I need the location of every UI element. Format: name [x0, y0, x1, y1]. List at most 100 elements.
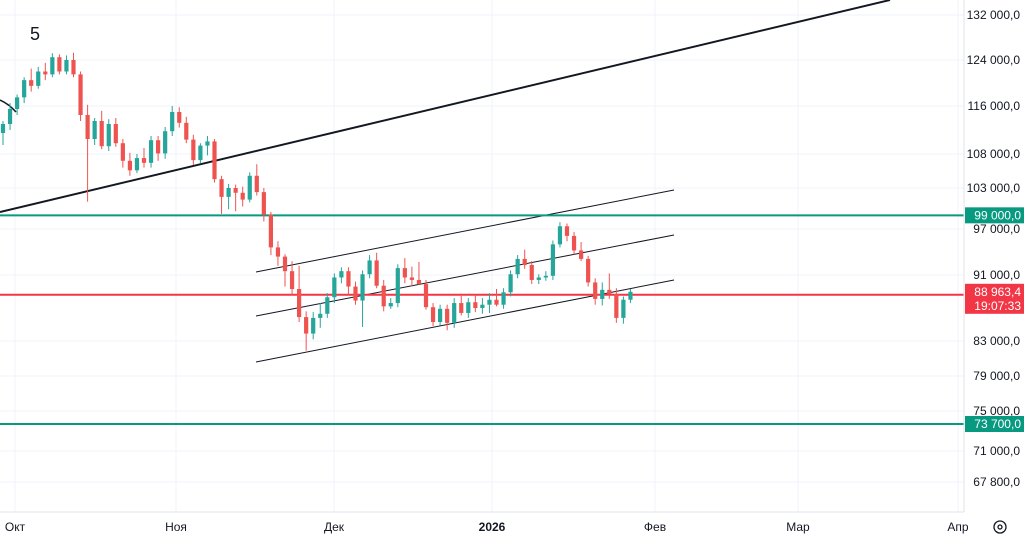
time-tick-label: 2026	[479, 520, 506, 534]
candle	[318, 303, 323, 328]
candle	[282, 254, 288, 287]
price-tick-label: 97 000,0	[973, 222, 1020, 236]
candle	[205, 136, 210, 156]
candle	[15, 94, 20, 115]
candle	[360, 270, 365, 327]
candle	[571, 232, 577, 255]
level-price-badge: 99 000,0	[965, 207, 1024, 224]
candle	[522, 249, 527, 269]
candle	[367, 255, 372, 279]
candle	[374, 252, 379, 289]
candle	[346, 267, 351, 296]
time-axis[interactable]: Окт Ноя Дек 2026 Фев Мар Апр	[0, 511, 969, 534]
candle	[134, 154, 140, 174]
candle	[148, 136, 154, 168]
price-tick-label: 91 000,0	[973, 268, 1020, 282]
candle	[501, 288, 506, 309]
candle	[7, 103, 13, 130]
candle	[515, 255, 520, 279]
price-tick-label: 132 000,0	[967, 8, 1021, 22]
channel-upper-line[interactable]	[255, 189, 675, 273]
candle	[184, 116, 189, 144]
settings-icon[interactable]	[993, 520, 1007, 534]
candle	[191, 134, 196, 165]
candle	[170, 106, 175, 136]
candle	[254, 164, 259, 196]
candle	[43, 62, 48, 81]
candle	[508, 270, 513, 297]
candle	[113, 118, 118, 147]
price-axis[interactable]: 132 000,0 124 000,0 116 000,0 108 000,0 103 …	[963, 0, 1024, 512]
candle	[381, 279, 386, 312]
candle	[614, 288, 619, 323]
candle	[395, 264, 400, 308]
price-tick-label: 83 000,0	[973, 334, 1020, 348]
long-term-trendline[interactable]	[0, 0, 891, 213]
svg-text:99 000,0: 99 000,0	[974, 208, 1021, 222]
time-tick-label: Ноя	[165, 520, 187, 534]
candle	[416, 261, 422, 285]
candle	[438, 304, 443, 326]
candle	[0, 121, 6, 145]
last-price-value: 88 963,4	[974, 285, 1021, 299]
grid	[0, 0, 964, 512]
candle	[459, 294, 464, 316]
candle	[339, 267, 344, 284]
candle	[127, 152, 132, 176]
candle	[64, 55, 69, 75]
candle	[22, 77, 27, 104]
candle	[106, 119, 111, 151]
candle	[71, 52, 76, 78]
candle	[304, 311, 309, 351]
candle	[579, 242, 584, 262]
candle	[586, 255, 591, 287]
price-tick-label: 103 000,0	[967, 181, 1021, 195]
candle	[92, 118, 97, 145]
bar-countdown: 19:07:33	[974, 299, 1021, 313]
candle	[543, 271, 548, 281]
candle	[388, 298, 393, 309]
horizontal-levels	[0, 214, 964, 425]
candle	[621, 296, 626, 324]
candle	[78, 71, 83, 121]
candle	[593, 278, 598, 305]
candle	[297, 265, 302, 323]
price-tick-label: 108 000,0	[967, 147, 1021, 161]
candle	[247, 172, 252, 203]
candle	[473, 294, 478, 313]
price-badges: 99 000,088 600,073 700,088 963,419:07:33	[965, 207, 1024, 432]
candle	[600, 282, 605, 306]
candle	[550, 240, 555, 280]
candle	[29, 68, 34, 92]
time-tick-label: Дек	[324, 520, 345, 534]
candle	[311, 312, 316, 340]
time-tick-label: Окт	[5, 520, 26, 534]
price-tick-label: 75 000,0	[973, 404, 1020, 418]
candle	[163, 127, 168, 159]
candle	[607, 273, 612, 299]
candle	[628, 289, 633, 304]
candle	[226, 183, 231, 210]
candle	[219, 175, 224, 214]
candle	[325, 293, 330, 318]
candle	[85, 104, 90, 202]
candle	[177, 107, 182, 128]
candle	[240, 186, 245, 207]
candle	[120, 139, 125, 168]
time-tick-label: Мар	[786, 520, 810, 534]
candle	[50, 53, 55, 78]
last-price-badge: 88 963,419:07:33	[965, 283, 1024, 314]
time-tick-label: Апр	[947, 520, 969, 534]
candle	[402, 258, 407, 284]
candle	[99, 110, 104, 150]
candle	[261, 188, 266, 222]
svg-text:73 700,0: 73 700,0	[974, 417, 1021, 431]
candle	[430, 303, 436, 327]
candle	[487, 293, 492, 313]
wave-label: 5	[30, 24, 40, 44]
candle	[57, 54, 62, 75]
trendlines	[0, 0, 891, 363]
price-tick-label: 79 000,0	[973, 369, 1020, 383]
candle	[536, 274, 541, 285]
